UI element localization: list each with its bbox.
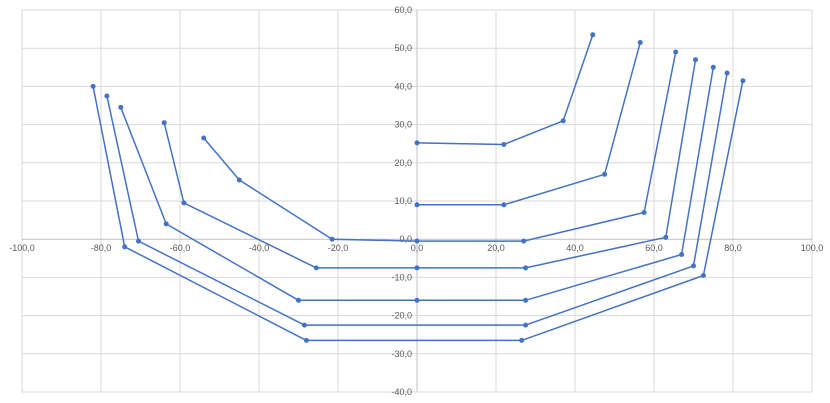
x-tick-label: 100,0	[801, 243, 824, 253]
y-tick-label: 0,0	[399, 234, 412, 244]
data-point-marker	[590, 32, 596, 38]
data-point-marker	[740, 78, 746, 84]
x-axis-tick-labels: -100,0 -80,0 -60,0 -40,0 -20,0 0,0 20,0 40,0 60,…	[9, 243, 823, 253]
data-point-marker	[136, 238, 141, 244]
data-series	[161, 57, 698, 271]
y-tick-label: -40,0	[391, 387, 412, 397]
data-point-marker	[523, 265, 529, 271]
y-tick-label: -20,0	[391, 311, 412, 321]
data-series	[414, 40, 643, 208]
x-tick-label: -100,0	[9, 243, 35, 253]
data-point-marker	[296, 297, 301, 303]
data-series	[104, 70, 730, 328]
data-point-marker	[700, 273, 706, 278]
data-point-marker	[679, 252, 685, 257]
data-point-marker	[181, 200, 187, 206]
data-series	[90, 78, 746, 343]
data-point-marker	[414, 265, 420, 271]
data-point-marker	[104, 93, 110, 99]
data-point-marker	[602, 171, 608, 177]
data-point-marker	[724, 70, 730, 76]
data-series	[201, 49, 679, 244]
data-point-marker	[501, 142, 507, 147]
x-tick-label: -40,0	[249, 243, 270, 253]
data-point-marker	[201, 135, 207, 141]
data-point-marker	[521, 238, 527, 244]
y-tick-label: 10,0	[394, 196, 412, 206]
data-point-marker	[90, 83, 96, 89]
data-series	[118, 64, 716, 303]
series-line	[416, 41, 641, 206]
x-tick-label: 40,0	[566, 243, 584, 253]
data-point-marker	[329, 236, 335, 242]
y-tick-label: -10,0	[391, 272, 412, 282]
data-point-marker	[673, 49, 679, 55]
x-tick-label: 60,0	[645, 243, 663, 253]
series-line	[92, 79, 744, 342]
data-point-marker	[637, 40, 643, 45]
data-point-marker	[663, 234, 669, 240]
data-point-marker	[414, 297, 420, 303]
data-point-marker	[414, 238, 420, 244]
series-line	[106, 72, 728, 326]
y-tick-label: 60,0	[394, 5, 412, 15]
data-point-marker	[414, 140, 420, 146]
data-point-marker	[161, 120, 167, 126]
x-tick-label: -60,0	[170, 243, 191, 253]
data-point-marker	[693, 57, 698, 63]
y-tick-label: 40,0	[394, 81, 412, 91]
data-point-marker	[523, 297, 529, 303]
data-point-marker	[560, 118, 566, 124]
data-point-marker	[641, 210, 647, 215]
data-point-marker	[519, 337, 525, 343]
y-axis-tick-labels: 60,0 50,0 40,0 30,0 20,0 10,0 0,0 -10,0 -20,0 -30…	[391, 5, 412, 397]
y-tick-label: -30,0	[391, 349, 412, 359]
y-tick-label: 30,0	[394, 120, 412, 130]
series-line	[416, 34, 594, 146]
x-tick-label: -20,0	[328, 243, 349, 253]
data-point-marker	[163, 221, 169, 227]
y-tick-label: 50,0	[394, 43, 412, 53]
x-tick-label: -80,0	[91, 243, 112, 253]
gridlines	[21, 9, 813, 393]
x-tick-label: 0,0	[411, 243, 424, 253]
data-point-marker	[414, 202, 420, 208]
y-tick-label: 20,0	[394, 158, 412, 168]
data-point-marker	[710, 64, 716, 70]
data-point-marker	[313, 265, 319, 271]
data-series	[414, 32, 596, 147]
data-point-marker	[118, 104, 124, 110]
data-point-marker	[236, 177, 242, 183]
x-tick-label: 80,0	[724, 243, 742, 253]
data-point-marker	[691, 263, 696, 269]
data-point-marker	[523, 322, 529, 328]
data-point-marker	[122, 244, 128, 250]
data-point-marker	[303, 337, 309, 343]
data-point-marker	[501, 202, 507, 208]
data-point-marker	[301, 322, 307, 328]
x-tick-label: 20,0	[487, 243, 505, 253]
